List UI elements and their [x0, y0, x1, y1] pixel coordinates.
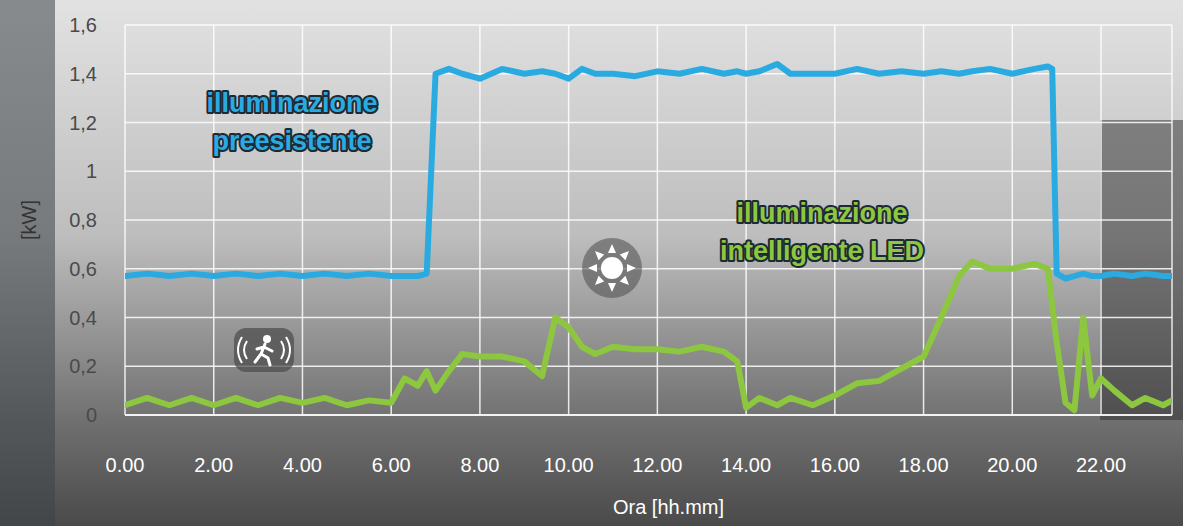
series-label-line: illuminazione	[736, 198, 907, 228]
background	[0, 0, 1183, 526]
sun-ray	[620, 251, 629, 260]
grid-line	[213, 25, 215, 415]
motion-waves	[238, 337, 290, 363]
grid-line	[125, 414, 1172, 416]
x-tick-label: 6.00	[372, 454, 411, 476]
y-tick-label: 0,4	[69, 307, 97, 329]
sun-ray	[595, 251, 604, 260]
sun-ray	[627, 264, 636, 272]
sun-ray	[620, 276, 629, 285]
grid-line	[1012, 25, 1014, 415]
grid-line	[125, 171, 1172, 173]
grid-line	[125, 24, 1172, 26]
y-axis-title: [kW]	[18, 200, 40, 240]
series-label: illuminazione intelligente LED	[720, 198, 924, 266]
grid-line	[302, 25, 304, 415]
sun-icon	[582, 238, 642, 298]
x-tick-label: 10.00	[544, 454, 594, 476]
grid-line	[125, 122, 1172, 124]
figure-body	[255, 344, 272, 365]
grid	[125, 25, 1172, 415]
series-label-line: preesistente	[212, 126, 371, 156]
grid-line	[1100, 25, 1102, 415]
x-tick-label: 8.00	[460, 454, 499, 476]
grid-line	[390, 25, 392, 415]
sun-ray	[595, 276, 604, 285]
grid-line	[125, 219, 1172, 221]
series-label-line: intelligente LED	[720, 236, 924, 266]
x-tick-label: 12.00	[632, 454, 682, 476]
sun-ray	[608, 283, 616, 292]
y-tick-label: 1,6	[69, 14, 97, 36]
series-line	[125, 261, 1172, 410]
x-tick-label: 2.00	[194, 454, 233, 476]
icon-bg	[582, 238, 642, 298]
x-tick-label: 4.00	[283, 454, 322, 476]
grid-line	[657, 25, 659, 415]
y-tick-label: 0,2	[69, 355, 97, 377]
x-axis-title: Ora [hh.mm]	[613, 496, 724, 518]
series-label: illuminazione preesistente	[206, 88, 377, 156]
lines	[125, 64, 1172, 410]
grid-line	[124, 25, 126, 415]
chart: 0 0,2 0,4 0,6 0,8 1 1,2 1,4 1,6 0.00 2.00 4.00 6.00 8…	[0, 0, 1183, 526]
y-tick-label: 1,2	[69, 112, 97, 134]
motion-icon	[234, 328, 294, 372]
background-panel	[1100, 120, 1183, 420]
sun-ray	[588, 264, 597, 272]
x-tick-label: 14.00	[721, 454, 771, 476]
x-tick-label: 18.00	[899, 454, 949, 476]
y-tick-label: 1	[86, 160, 97, 182]
icon-bg	[234, 328, 294, 372]
y-tick-label: 0	[86, 404, 97, 426]
background-panel	[0, 0, 55, 526]
x-tick-label: 20.00	[987, 454, 1037, 476]
y-tick-label: 0,6	[69, 258, 97, 280]
x-tick-label: 22.00	[1076, 454, 1126, 476]
figure-head	[263, 335, 271, 343]
x-axis-line	[125, 414, 1172, 416]
sun-ray	[608, 244, 616, 253]
grid-line	[568, 25, 570, 415]
y-tick-label: 0,8	[69, 209, 97, 231]
series-line	[125, 64, 1172, 279]
sun-core	[601, 257, 623, 279]
y-tick-label: 1,4	[69, 63, 97, 85]
series-label-line: illuminazione	[206, 88, 377, 118]
x-tick-label: 16.00	[810, 454, 860, 476]
frame-right	[1171, 25, 1173, 415]
x-tick-label: 0.00	[106, 454, 145, 476]
grid-line	[125, 317, 1172, 319]
